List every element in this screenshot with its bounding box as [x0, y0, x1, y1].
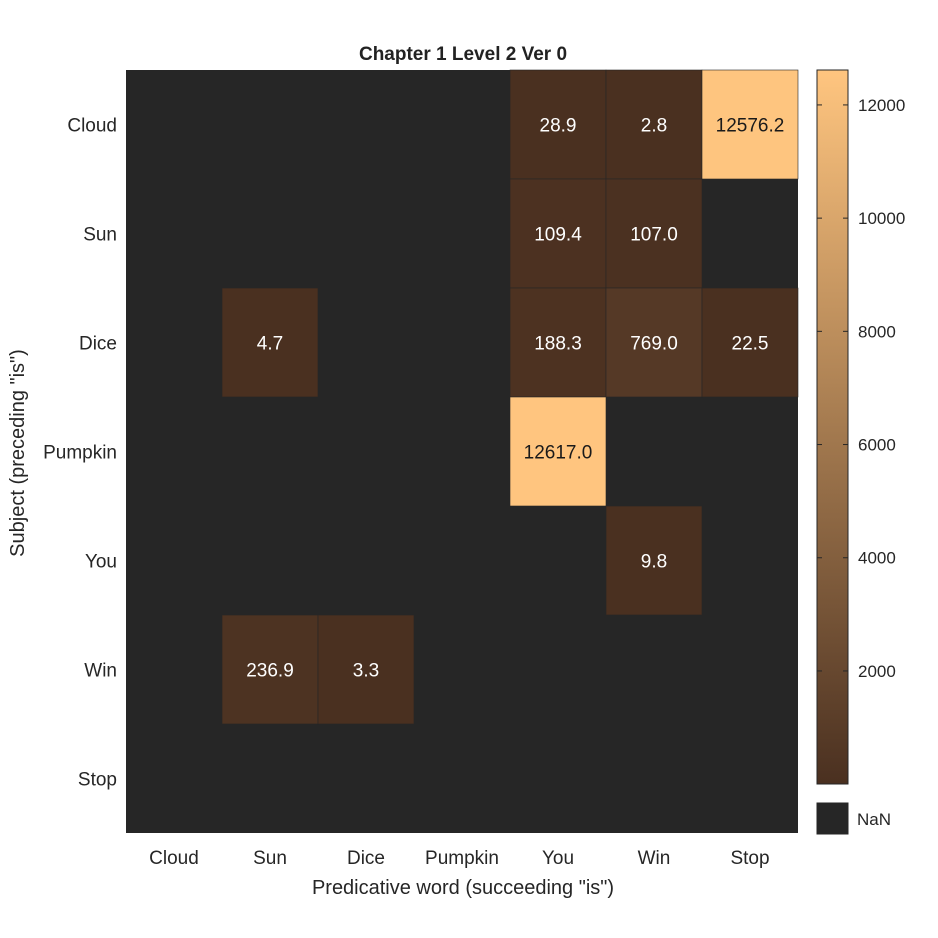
- x-tick-label: Sun: [253, 848, 287, 869]
- y-tick-label: Cloud: [67, 116, 117, 137]
- heatmap-cell: [509, 178, 607, 289]
- heatmap-cell: [605, 287, 703, 398]
- cell-value-label: 109.4: [534, 225, 582, 246]
- y-tick-labels: Cloud Sun Dice Pumpkin You Win Stop: [43, 116, 117, 791]
- cell-value-label: 188.3: [534, 334, 582, 355]
- y-axis-label: Subject (preceding "is"): [7, 349, 29, 557]
- chart-title: Chapter 1 Level 2 Ver 0: [359, 44, 567, 65]
- colorbar-tick-label: 8000: [858, 322, 896, 341]
- x-tick-label: You: [542, 848, 574, 869]
- heatmap-cell: [509, 69, 607, 180]
- heatmap-cell: [221, 287, 319, 398]
- cell-value-label: 769.0: [630, 334, 678, 355]
- heatmap-cell: [605, 69, 703, 180]
- heatmap-cell: [605, 505, 703, 616]
- colorbar-tick-label: 12000: [858, 96, 905, 115]
- y-tick-label: Win: [84, 661, 117, 682]
- colorbar-gradient: [816, 69, 849, 785]
- cell-value-label: 107.0: [630, 225, 678, 246]
- heatmap-cells: 28.9 2.8 12576.2 109.4 107.0 4.7 188.3 769.0 22.…: [126, 69, 799, 833]
- heatmap-cell: [701, 69, 799, 180]
- colorbar: 2000 4000 6000 8000 10000 12000 NaN: [816, 69, 905, 835]
- cell-value-label: 4.7: [257, 334, 283, 355]
- heatmap-cell: [509, 287, 607, 398]
- heatmap-cell: [701, 287, 799, 398]
- x-tick-label: Dice: [347, 848, 385, 869]
- cell-value-label: 9.8: [641, 552, 667, 573]
- colorbar-tick-label: 2000: [858, 662, 896, 681]
- y-tick-label: Dice: [79, 334, 117, 355]
- x-tick-label: Win: [638, 848, 671, 869]
- y-tick-label: You: [85, 552, 117, 573]
- cell-value-label: 22.5: [732, 334, 769, 355]
- cell-value-label: 28.9: [540, 116, 577, 137]
- colorbar-ticks: 2000 4000 6000 8000 10000 12000: [817, 96, 905, 681]
- x-tick-label: Pumpkin: [425, 848, 499, 869]
- nan-label: NaN: [857, 810, 891, 829]
- cell-value-label: 12576.2: [716, 116, 785, 137]
- colorbar-tick-label: 10000: [858, 209, 905, 228]
- x-tick-label: Cloud: [149, 848, 199, 869]
- x-tick-label: Stop: [730, 848, 769, 869]
- y-tick-label: Pumpkin: [43, 443, 117, 464]
- cell-value-label: 12617.0: [524, 443, 593, 464]
- heatmap-cell: [221, 614, 319, 725]
- y-tick-label: Sun: [83, 225, 117, 246]
- cell-value-label: 2.8: [641, 116, 667, 137]
- cell-value-label: 236.9: [246, 661, 294, 682]
- cell-value-label: 3.3: [353, 661, 379, 682]
- heatmap-cell: [509, 396, 607, 507]
- x-tick-labels: Cloud Sun Dice Pumpkin You Win Stop: [149, 848, 769, 869]
- colorbar-tick-label: 4000: [858, 549, 896, 568]
- x-axis-label: Predicative word (succeeding "is"): [312, 877, 614, 899]
- y-tick-label: Stop: [78, 770, 117, 791]
- nan-swatch: [816, 802, 849, 835]
- heatmap-cell: [317, 614, 415, 725]
- colorbar-tick-label: 6000: [858, 436, 896, 455]
